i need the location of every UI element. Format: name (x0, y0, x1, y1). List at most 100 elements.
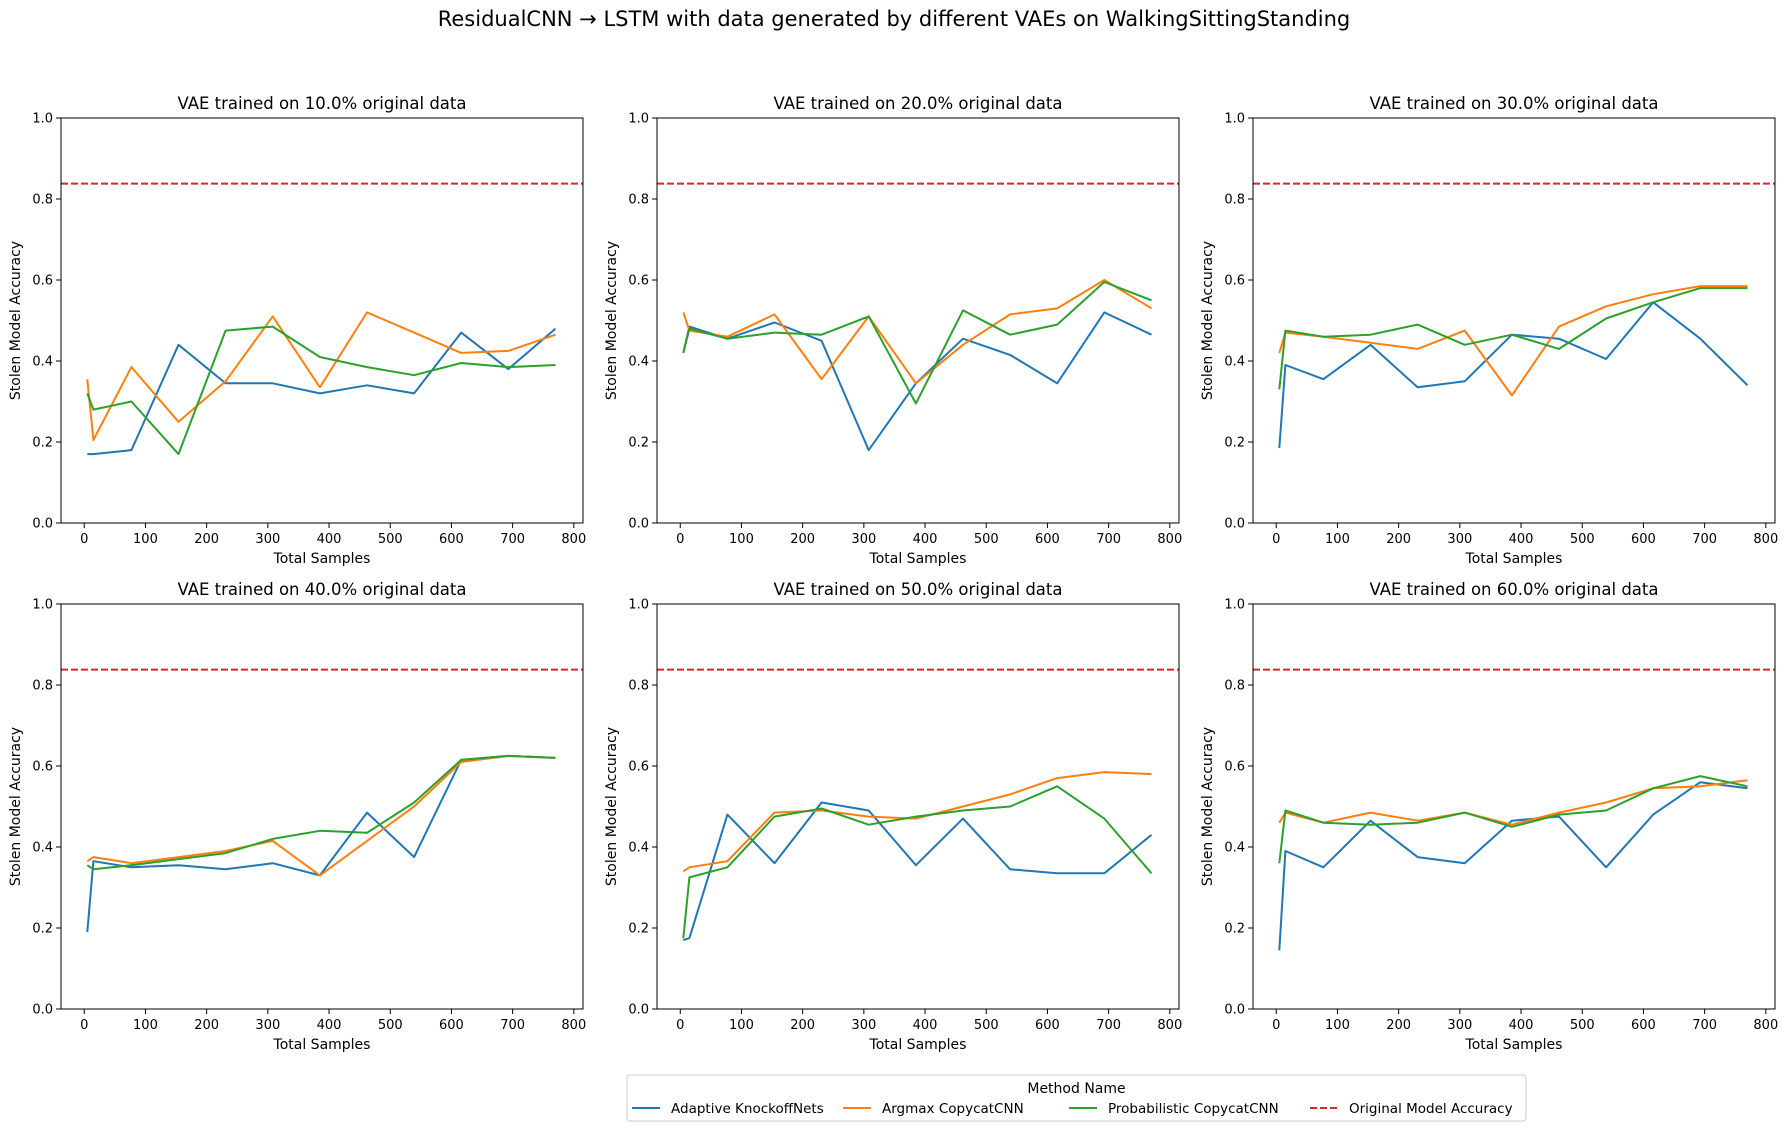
y-tick-label: 0.2 (628, 922, 649, 937)
x-tick-label: 600 (1631, 1018, 1656, 1033)
subplot-title: VAE trained on 60.0% original data (1369, 580, 1658, 599)
plot-area (657, 668, 1179, 942)
y-tick-label: 0.2 (1224, 436, 1245, 451)
y-tick-label: 0.4 (628, 841, 649, 856)
x-tick-label: 700 (500, 1018, 525, 1033)
x-tick-label: 700 (1096, 1018, 1121, 1033)
x-tick-label: 800 (1157, 532, 1182, 547)
x-tick-label: 200 (790, 532, 815, 547)
y-tick-label: 1.0 (32, 112, 53, 127)
axes-frame (1252, 117, 1776, 524)
x-tick-label: 200 (1386, 1018, 1411, 1033)
plot-area (1253, 668, 1775, 951)
y-tick-label: 0.6 (1224, 274, 1245, 289)
series-line-argmax-copycatcnn (682, 279, 1153, 385)
series-line-adaptive-knockoffnets (1278, 301, 1749, 449)
x-tick-label: 500 (378, 532, 403, 547)
x-tick-label: 800 (561, 1018, 586, 1033)
y-tick-label: 1.0 (1224, 112, 1245, 127)
series-line-probabilistic-copycatcnn (682, 281, 1152, 405)
y-axis-label: Stolen Model Accuracy (1200, 241, 1216, 400)
subplot-title: VAE trained on 30.0% original data (1369, 94, 1658, 113)
x-tick-label: 300 (255, 532, 280, 547)
x-tick-label: 600 (1035, 1018, 1060, 1033)
x-tick-label: 800 (1753, 532, 1778, 547)
x-tick-label: 100 (1325, 532, 1350, 547)
subplot-grid: VAE trained on 10.0% original data 0 100 20… (8, 94, 1778, 1053)
y-tick-label: 0.2 (1224, 922, 1245, 937)
series-line-probabilistic-copycatcnn (86, 754, 556, 871)
x-axis-label: Total Samples (869, 551, 967, 567)
y-tick-label: 0.8 (32, 193, 53, 208)
axes-frame (656, 117, 1180, 524)
y-tick-label: 0.6 (32, 274, 53, 289)
legend-entry: Original Model Accuracy (1310, 1101, 1513, 1117)
axes-frame (60, 117, 584, 524)
x-tick-label: 400 (1509, 532, 1534, 547)
y-tick-label: 0.2 (32, 436, 53, 451)
y-axis-label: Stolen Model Accuracy (8, 727, 24, 886)
subplot-5: VAE trained on 50.0% original data 0 100 20… (604, 580, 1182, 1053)
x-axis-label: Total Samples (273, 551, 371, 567)
plot-area (1253, 182, 1775, 449)
legend-label: Original Model Accuracy (1349, 1101, 1513, 1117)
legend-label: Probabilistic CopycatCNN (1108, 1101, 1279, 1117)
series-line-probabilistic-copycatcnn (1278, 775, 1748, 864)
x-tick-label: 0 (676, 532, 684, 547)
y-tick-label: 0.0 (628, 1003, 649, 1018)
x-tick-label: 200 (194, 532, 219, 547)
y-tick-label: 0.0 (32, 1003, 53, 1018)
subplot-4: VAE trained on 40.0% original data 0 100 20… (8, 580, 586, 1053)
axes-frame (1252, 603, 1776, 1010)
series-line-adaptive-knockoffnets (86, 754, 556, 933)
legend-label: Argmax CopycatCNN (882, 1101, 1024, 1117)
x-tick-label: 0 (1272, 1018, 1280, 1033)
y-axis-label: Stolen Model Accuracy (1200, 727, 1216, 886)
x-tick-label: 700 (500, 532, 525, 547)
y-tick-label: 0.0 (1224, 517, 1245, 532)
legend-box (626, 1074, 1527, 1122)
x-tick-label: 300 (255, 1018, 280, 1033)
y-tick-label: 1.0 (628, 112, 649, 127)
x-tick-label: 500 (974, 1018, 999, 1033)
x-tick-label: 200 (194, 1018, 219, 1033)
series-line-probabilistic-copycatcnn (86, 325, 556, 456)
legend: Method Name Adaptive KnockoffNets Argmax C… (626, 1074, 1527, 1122)
y-tick-label: 0.4 (32, 355, 53, 370)
y-tick-label: 1.0 (1224, 598, 1245, 613)
x-axis-label: Total Samples (869, 1037, 967, 1053)
legend-entry: Probabilistic CopycatCNN (1069, 1101, 1279, 1117)
y-tick-label: 1.0 (628, 598, 649, 613)
series-line-adaptive-knockoffnets (1278, 781, 1748, 951)
y-tick-label: 0.4 (1224, 355, 1245, 370)
y-tick-label: 0.0 (1224, 1003, 1245, 1018)
x-tick-label: 400 (317, 532, 342, 547)
axes-frame (656, 603, 1180, 1010)
y-tick-label: 1.0 (32, 598, 53, 613)
series-line-argmax-copycatcnn (1278, 285, 1748, 397)
x-tick-label: 100 (729, 1018, 754, 1033)
x-tick-label: 300 (851, 532, 876, 547)
y-tick-label: 0.0 (32, 517, 53, 532)
x-tick-label: 300 (1447, 1018, 1472, 1033)
axes-frame (60, 603, 584, 1010)
x-tick-label: 100 (133, 532, 158, 547)
x-tick-label: 300 (851, 1018, 876, 1033)
y-axis-label: Stolen Model Accuracy (604, 727, 620, 886)
x-tick-label: 0 (80, 532, 88, 547)
subplot-1: VAE trained on 10.0% original data 0 100 20… (8, 94, 586, 567)
x-tick-label: 200 (1386, 532, 1411, 547)
plot-area (61, 182, 583, 456)
x-tick-label: 100 (1325, 1018, 1350, 1033)
figure-title: ResidualCNN → LSTM with data generated b… (438, 7, 1351, 31)
x-tick-label: 100 (729, 532, 754, 547)
x-tick-label: 300 (1447, 532, 1472, 547)
x-tick-label: 600 (439, 532, 464, 547)
x-tick-label: 0 (1272, 532, 1280, 547)
x-tick-label: 100 (133, 1018, 158, 1033)
y-tick-label: 0.6 (1224, 760, 1245, 775)
x-tick-label: 700 (1096, 532, 1121, 547)
y-tick-label: 0.2 (32, 922, 53, 937)
x-tick-label: 400 (913, 532, 938, 547)
subplot-3: VAE trained on 30.0% original data 0 100 20… (1200, 94, 1778, 567)
